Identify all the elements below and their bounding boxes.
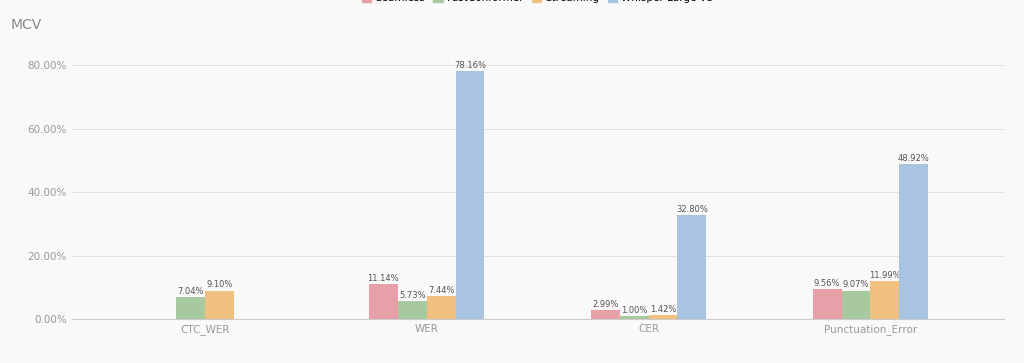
Text: 48.92%: 48.92% bbox=[898, 154, 930, 163]
Bar bbox=[456, 71, 484, 319]
Text: 1.42%: 1.42% bbox=[650, 305, 676, 314]
Text: 7.44%: 7.44% bbox=[428, 286, 455, 294]
Bar bbox=[620, 316, 648, 319]
Text: 9.07%: 9.07% bbox=[843, 280, 869, 289]
Bar bbox=[369, 284, 397, 319]
Bar bbox=[176, 297, 205, 319]
Text: 2.99%: 2.99% bbox=[592, 300, 618, 309]
Text: MCV: MCV bbox=[10, 18, 42, 32]
Bar bbox=[842, 291, 870, 319]
Bar bbox=[870, 281, 899, 319]
Text: 32.80%: 32.80% bbox=[676, 205, 708, 214]
Text: 9.10%: 9.10% bbox=[206, 280, 232, 289]
Bar bbox=[591, 310, 620, 319]
Bar bbox=[813, 289, 842, 319]
Text: 78.16%: 78.16% bbox=[454, 61, 486, 70]
Text: 11.14%: 11.14% bbox=[368, 274, 399, 283]
Text: 1.00%: 1.00% bbox=[621, 306, 647, 315]
Text: 9.56%: 9.56% bbox=[814, 279, 841, 288]
Text: 7.04%: 7.04% bbox=[177, 287, 204, 296]
Bar bbox=[397, 301, 427, 319]
Bar bbox=[677, 215, 707, 319]
Bar bbox=[205, 290, 233, 319]
Text: 5.73%: 5.73% bbox=[399, 291, 426, 300]
Bar bbox=[648, 315, 678, 319]
Legend: Seamless, FastConformer, Streaming, Whisper Large V3: Seamless, FastConformer, Streaming, Whis… bbox=[357, 0, 718, 8]
Text: 11.99%: 11.99% bbox=[869, 271, 901, 280]
Bar bbox=[427, 296, 456, 319]
Bar bbox=[899, 164, 928, 319]
